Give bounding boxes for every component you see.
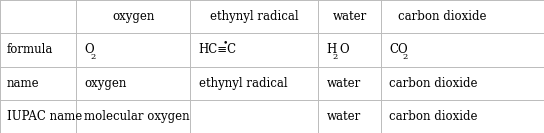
Text: carbon dioxide: carbon dioxide — [398, 10, 486, 23]
Text: oxygen: oxygen — [84, 77, 127, 90]
Text: ethynyl radical: ethynyl radical — [199, 77, 287, 90]
Text: carbon dioxide: carbon dioxide — [389, 110, 478, 123]
Text: H: H — [326, 43, 337, 56]
Text: 2: 2 — [332, 53, 338, 61]
Text: CO: CO — [389, 43, 407, 56]
Text: 2: 2 — [403, 53, 408, 61]
Text: IUPAC name: IUPAC name — [7, 110, 82, 123]
Text: 2: 2 — [91, 53, 96, 61]
Text: molecular oxygen: molecular oxygen — [84, 110, 190, 123]
Text: O: O — [339, 43, 349, 56]
Text: water: water — [332, 10, 367, 23]
Text: water: water — [326, 77, 361, 90]
Text: carbon dioxide: carbon dioxide — [389, 77, 478, 90]
Text: name: name — [7, 77, 39, 90]
Text: formula: formula — [7, 43, 53, 56]
Text: O: O — [84, 43, 94, 56]
Text: oxygen: oxygen — [112, 10, 154, 23]
Text: •: • — [222, 38, 228, 47]
Text: water: water — [326, 110, 361, 123]
Text: HC≡C: HC≡C — [199, 43, 237, 56]
Text: ethynyl radical: ethynyl radical — [210, 10, 299, 23]
